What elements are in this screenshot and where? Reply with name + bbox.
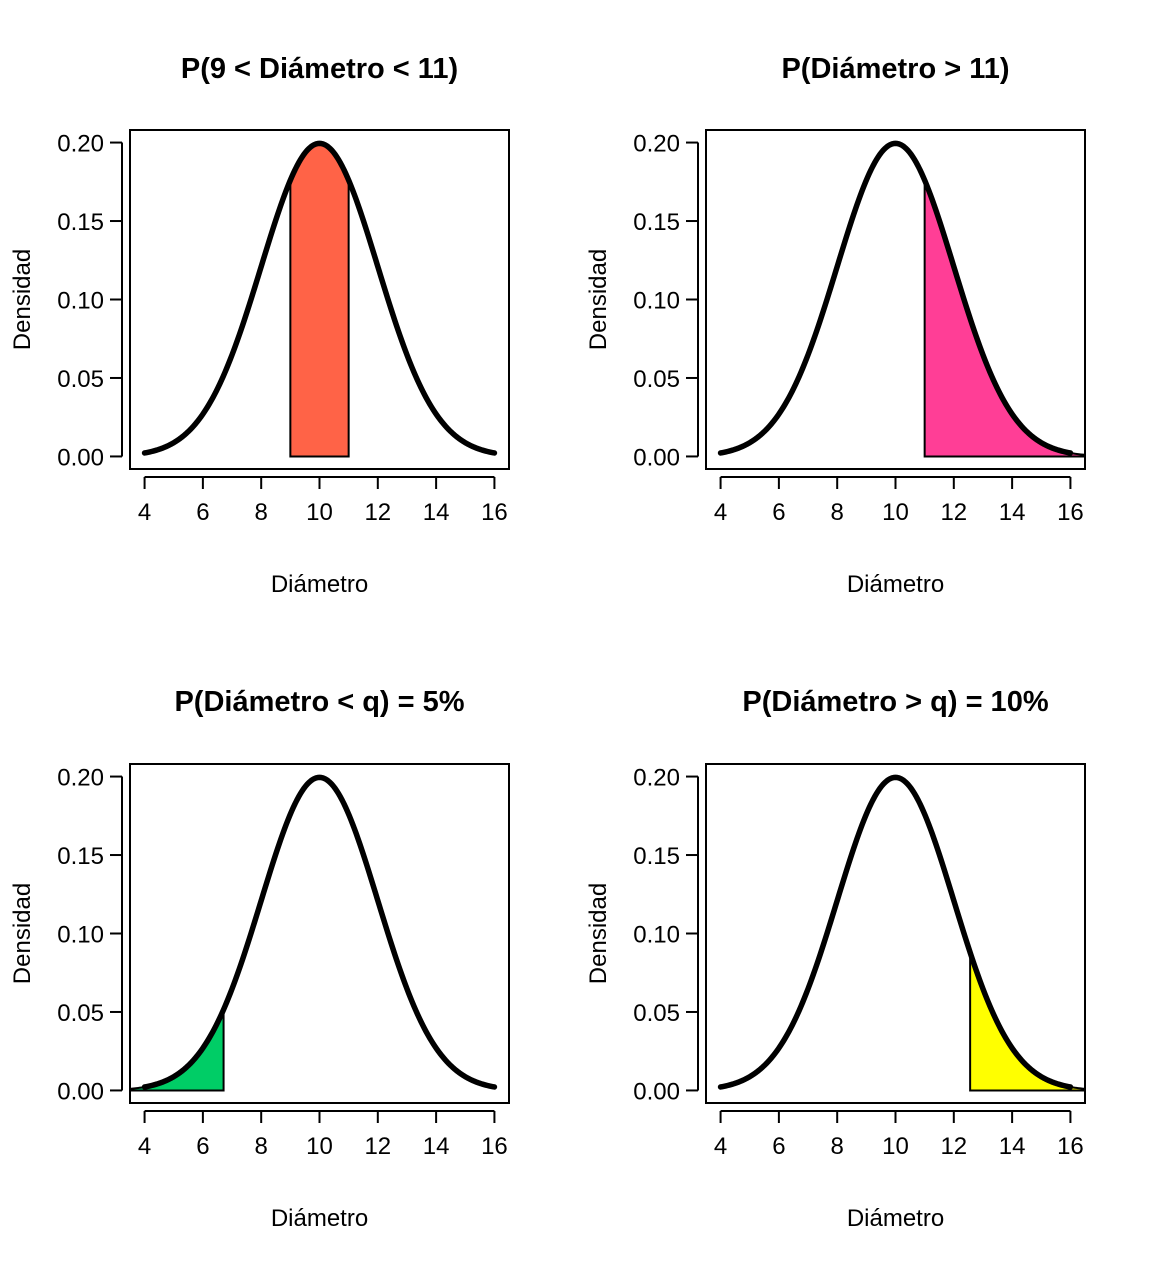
- x-tick-label: 8: [831, 499, 844, 526]
- chart-title: P(9 < Diámetro < 11): [181, 53, 458, 85]
- y-tick-label: 0.00: [633, 444, 680, 471]
- y-tick-label: 0.05: [633, 1000, 680, 1027]
- y-tick-label: 0.05: [57, 1000, 104, 1027]
- plot-frame: [129, 763, 510, 1104]
- x-axis-title: Diámetro: [271, 1205, 368, 1232]
- x-tick-label: 16: [481, 1133, 508, 1160]
- x-axis-title: Diámetro: [847, 571, 944, 598]
- chart-title: P(Diámetro > q) = 10%: [742, 686, 1048, 718]
- y-axis-title: Densidad: [585, 883, 612, 984]
- chart-panel-1: 4 6 8 10 12 14 16 0.00 0.05 0.10 0.15 0.20 P(9 < Diá…: [9, 53, 510, 598]
- x-tick-label: 8: [255, 499, 268, 526]
- x-tick-label: 12: [940, 499, 967, 526]
- y-tick-label: 0.00: [633, 1078, 680, 1105]
- chart-panel-3: 4 6 8 10 12 14 16 0.00 0.05 0.10 0.15 0.20 P(Diámetr…: [9, 686, 510, 1232]
- plot-frame: [705, 763, 1086, 1104]
- x-tick-label: 6: [772, 1133, 785, 1160]
- y-tick-label: 0.15: [57, 209, 104, 236]
- y-tick-label: 0.15: [57, 843, 104, 870]
- x-tick-label: 4: [714, 1133, 727, 1160]
- shaded-area: [922, 178, 1086, 458]
- y-tick-label: 0.10: [57, 288, 104, 315]
- x-tick-label: 10: [882, 1133, 909, 1160]
- x-tick-label: 12: [940, 1133, 967, 1160]
- x-tick-label: 14: [999, 499, 1026, 526]
- x-tick-label: 14: [423, 499, 450, 526]
- x-tick-label: 16: [481, 499, 508, 526]
- x-tick-label: 4: [138, 1133, 151, 1160]
- y-tick-label: 0.20: [633, 131, 680, 158]
- x-axis-title: Diámetro: [271, 571, 368, 598]
- x-tick-label: 8: [831, 1133, 844, 1160]
- chart-panel-2: 4 6 8 10 12 14 16 0.00 0.05 0.10 0.15 0.20 P(Diámetr…: [585, 53, 1086, 598]
- y-tick-label: 0.15: [633, 843, 680, 870]
- y-tick-label: 0.00: [57, 444, 104, 471]
- x-tick-label: 16: [1057, 1133, 1084, 1160]
- x-tick-label: 10: [306, 1133, 333, 1160]
- x-axis-title: Diámetro: [847, 1205, 944, 1232]
- chart-title: P(Diámetro > 11): [781, 53, 1009, 85]
- y-tick-label: 0.20: [57, 131, 104, 158]
- y-tick-label: 0.20: [57, 765, 104, 792]
- x-tick-label: 14: [423, 1133, 450, 1160]
- x-tick-label: 4: [714, 499, 727, 526]
- y-axis-title: Densidad: [585, 249, 612, 350]
- x-tick-label: 14: [999, 1133, 1026, 1160]
- x-tick-label: 6: [772, 499, 785, 526]
- y-tick-label: 0.05: [57, 366, 104, 393]
- y-tick-label: 0.10: [633, 922, 680, 949]
- plot-frame: [705, 129, 1086, 470]
- density-curve: [141, 140, 498, 456]
- x-tick-label: 16: [1057, 499, 1084, 526]
- chart-panel-4: 4 6 8 10 12 14 16 0.00 0.05 0.10 0.15 0.20 P(Diámetr…: [585, 686, 1086, 1232]
- density-curve: [717, 140, 1074, 456]
- shaded-area: [289, 142, 350, 458]
- x-tick-label: 8: [255, 1133, 268, 1160]
- x-tick-label: 6: [196, 1133, 209, 1160]
- x-tick-label: 12: [364, 1133, 391, 1160]
- plot-frame: [129, 129, 510, 470]
- y-tick-label: 0.20: [633, 765, 680, 792]
- y-tick-label: 0.00: [57, 1078, 104, 1105]
- x-tick-label: 6: [196, 499, 209, 526]
- shaded-area: [129, 1009, 225, 1092]
- density-curve: [717, 774, 1074, 1090]
- y-axis-title: Densidad: [9, 883, 36, 984]
- chart-title: P(Diámetro < q) = 5%: [174, 686, 464, 718]
- y-tick-label: 0.10: [633, 288, 680, 315]
- y-axis-title: Densidad: [9, 249, 36, 350]
- y-tick-label: 0.10: [57, 922, 104, 949]
- y-tick-label: 0.05: [633, 366, 680, 393]
- x-tick-label: 12: [364, 499, 391, 526]
- x-tick-label: 10: [882, 499, 909, 526]
- x-tick-label: 10: [306, 499, 333, 526]
- x-tick-label: 4: [138, 499, 151, 526]
- density-curve: [141, 774, 498, 1090]
- y-tick-label: 0.15: [633, 209, 680, 236]
